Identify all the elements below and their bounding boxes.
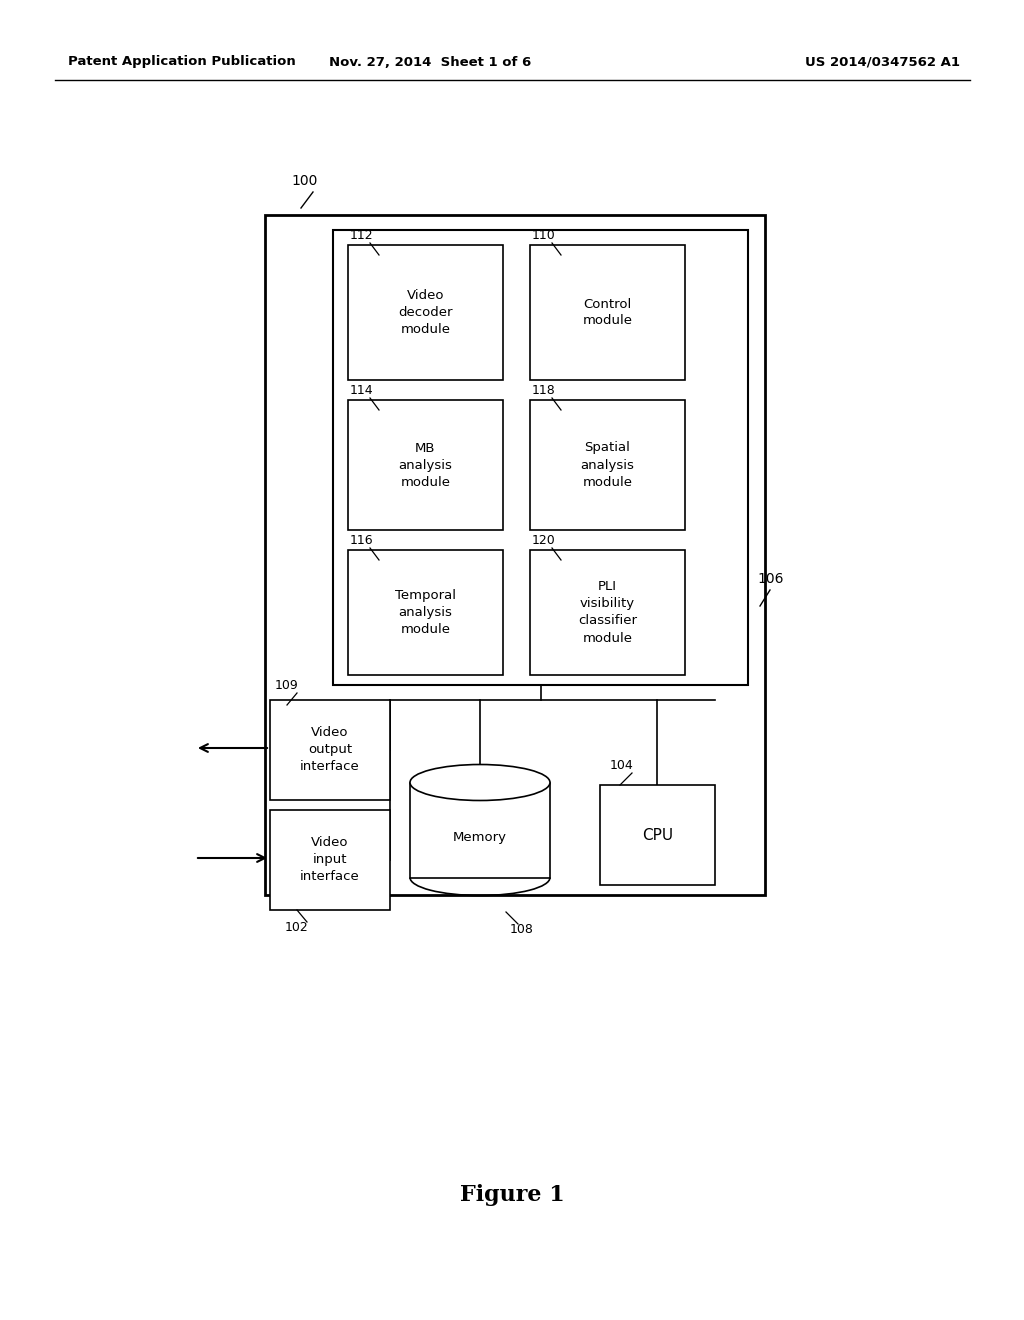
Text: Temporal
analysis
module: Temporal analysis module xyxy=(395,589,456,636)
Text: US 2014/0347562 A1: US 2014/0347562 A1 xyxy=(805,55,961,69)
Text: Video
input
interface: Video input interface xyxy=(300,837,359,883)
Bar xyxy=(600,785,715,884)
Text: 104: 104 xyxy=(610,759,634,772)
Text: 100: 100 xyxy=(291,174,317,187)
Text: CPU: CPU xyxy=(642,828,673,842)
Text: Control
module: Control module xyxy=(583,297,633,327)
Bar xyxy=(348,246,503,380)
Text: 109: 109 xyxy=(275,678,299,692)
Bar xyxy=(265,215,765,895)
Bar xyxy=(530,550,685,675)
Bar xyxy=(270,700,390,800)
Text: Spatial
analysis
module: Spatial analysis module xyxy=(581,441,635,488)
Text: 120: 120 xyxy=(532,535,556,546)
Text: 110: 110 xyxy=(532,228,556,242)
Bar xyxy=(348,400,503,531)
Text: 108: 108 xyxy=(510,923,534,936)
Bar xyxy=(333,230,748,685)
Text: 118: 118 xyxy=(532,384,556,397)
Text: 102: 102 xyxy=(285,921,309,935)
Text: Nov. 27, 2014  Sheet 1 of 6: Nov. 27, 2014 Sheet 1 of 6 xyxy=(329,55,531,69)
Text: Memory: Memory xyxy=(453,832,507,845)
Text: Patent Application Publication: Patent Application Publication xyxy=(68,55,296,69)
Text: Video
output
interface: Video output interface xyxy=(300,726,359,774)
Ellipse shape xyxy=(410,764,550,800)
Bar xyxy=(270,810,390,909)
Text: MB
analysis
module: MB analysis module xyxy=(398,441,453,488)
Text: 114: 114 xyxy=(350,384,374,397)
Text: Figure 1: Figure 1 xyxy=(460,1184,564,1206)
Text: Video
decoder
module: Video decoder module xyxy=(398,289,453,337)
Text: 112: 112 xyxy=(350,228,374,242)
Bar xyxy=(348,550,503,675)
Bar xyxy=(530,246,685,380)
Bar xyxy=(530,400,685,531)
Text: PLI
visibility
classifier
module: PLI visibility classifier module xyxy=(578,581,637,644)
Text: 106: 106 xyxy=(757,572,783,586)
Text: 116: 116 xyxy=(350,535,374,546)
Bar xyxy=(410,783,550,878)
